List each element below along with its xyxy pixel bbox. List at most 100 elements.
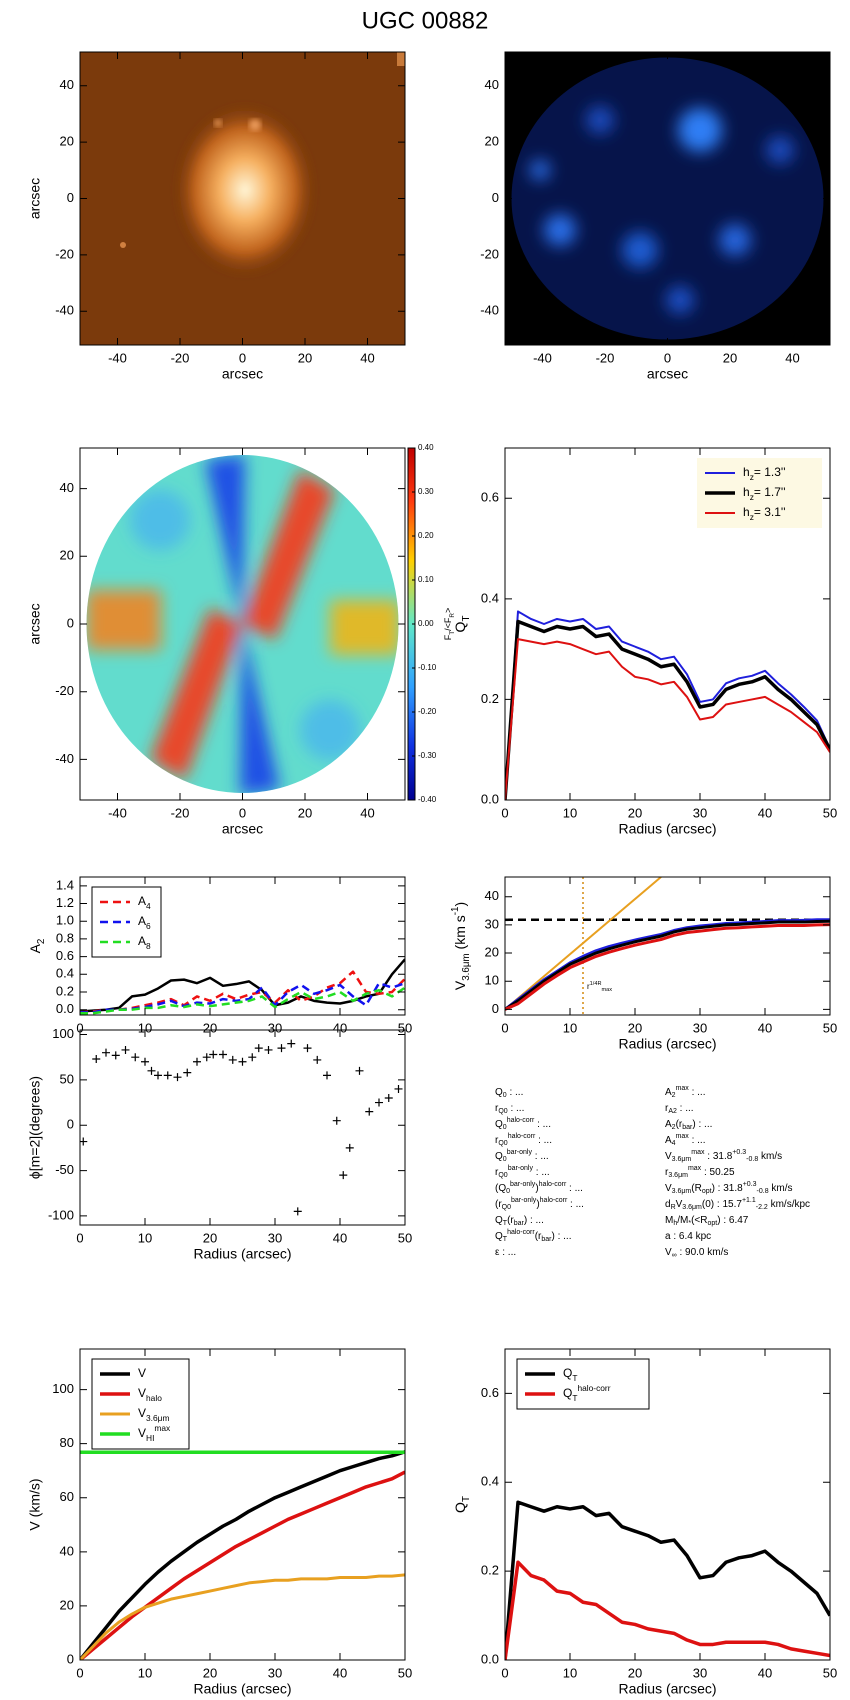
stat-line: V3.6μm(Ropt) : 31.8+0.3-0.8 km/s <box>665 1181 793 1195</box>
text-part: (r <box>495 1199 502 1210</box>
series-line <box>505 610 830 800</box>
x-tick-label: 40 <box>758 805 772 820</box>
legend-box <box>516 1358 650 1410</box>
series-line <box>505 638 830 800</box>
plot-area <box>505 1500 830 1660</box>
x-axis-label: arcsec <box>222 821 263 837</box>
x-tick-label: 20 <box>298 350 312 365</box>
x-tick-label: 10 <box>563 805 577 820</box>
reference-label: r1/4Rmax <box>587 981 612 993</box>
text-part: km/s/kpc <box>768 1199 810 1210</box>
text-part: R <box>449 613 456 618</box>
text-part: (0) : 15.7 <box>702 1199 742 1210</box>
y-tick-label: 80 <box>60 1435 74 1450</box>
x-axis-label: arcsec <box>647 366 688 382</box>
text-part: M <box>665 1215 673 1226</box>
y-tick-label: 0.0 <box>481 791 499 806</box>
colorbar-tick-label: 0.00 <box>418 619 434 628</box>
y-axis-label: QT <box>452 1496 472 1513</box>
text-part: : ... <box>532 1151 549 1162</box>
text-part: 2 <box>36 939 47 944</box>
text-part: km/s <box>769 1183 793 1194</box>
y-tick-label: 0.6 <box>481 490 499 505</box>
text-part: V <box>676 1199 683 1210</box>
stat-line: (Q0bar-only)halo-corr : ... <box>495 1181 583 1195</box>
series-line <box>80 1470 405 1660</box>
text-part: Q <box>495 1231 503 1242</box>
text-part: bar <box>514 1220 525 1227</box>
point <box>92 1055 101 1064</box>
text-part: ) : 31.8 <box>712 1183 744 1194</box>
axes-frame <box>79 1348 406 1661</box>
x-tick-label: 50 <box>398 1230 412 1245</box>
series-line <box>80 1573 405 1660</box>
x-tick-label: 40 <box>333 1020 347 1035</box>
x-tick-label: -20 <box>171 805 190 820</box>
text-part: T <box>449 631 456 635</box>
text-part: ε : ... <box>495 1247 516 1258</box>
x-tick-label: 0 <box>239 350 246 365</box>
point <box>163 1071 172 1080</box>
x-tick-label: 10 <box>138 1020 152 1035</box>
series-line <box>80 986 405 1015</box>
y-tick-label: -20 <box>55 246 74 261</box>
stat-line: Q0bar-only : ... <box>495 1149 549 1163</box>
series-line <box>505 1500 830 1660</box>
blue-image <box>505 52 830 345</box>
figure-title: UGC 00882 <box>362 7 489 34</box>
text-part: A <box>665 1119 672 1130</box>
point <box>365 1107 374 1116</box>
text-part: 2 <box>672 1124 676 1131</box>
text-part: -0.8 <box>746 1156 758 1163</box>
y-tick-label: 0 <box>67 190 74 205</box>
y-tick-label: 0 <box>67 1651 74 1666</box>
text-part: z <box>750 492 754 502</box>
x-axis-label: Radius (arcsec) <box>193 1681 291 1697</box>
point <box>313 1055 322 1064</box>
text-part: (r <box>507 1215 514 1226</box>
text-part: 1/4R <box>590 981 602 987</box>
x-tick-label: 20 <box>628 805 642 820</box>
text-part: halo-corr <box>540 1197 568 1204</box>
text-part: (r <box>676 1119 683 1130</box>
y-tick-label: 100 <box>52 1026 74 1041</box>
point <box>147 1066 156 1075</box>
text-part: V <box>452 980 468 990</box>
stat-line: r3.6μmmax : 50.25 <box>665 1165 735 1179</box>
text-part: : ... <box>677 1103 694 1114</box>
text-part: 4 <box>672 1140 676 1147</box>
text-part: : ... <box>533 1167 550 1178</box>
x-tick-label: -20 <box>596 350 615 365</box>
stat-line: QT(rbar) : ... <box>495 1215 544 1228</box>
point <box>303 1044 312 1053</box>
text-part: A <box>27 943 43 953</box>
text-part: /<F <box>443 617 453 631</box>
y-tick-label: -20 <box>55 683 74 698</box>
text-part: z <box>750 472 754 482</box>
text-part: 0 <box>506 1188 510 1195</box>
x-tick-label: 0 <box>239 805 246 820</box>
x-tick-label: -40 <box>108 350 127 365</box>
x-tick-label: 30 <box>693 1020 707 1035</box>
x-tick-label: 40 <box>333 1230 347 1245</box>
text-part: bar-only <box>507 1149 533 1156</box>
text-part: +0.3 <box>743 1181 757 1188</box>
text-part: Q <box>563 1386 572 1400</box>
text-part: : 31.8 <box>705 1151 733 1162</box>
stat-line: A4max : ... <box>665 1133 705 1147</box>
point <box>394 1084 403 1093</box>
y-tick-label: 30 <box>485 916 499 931</box>
text-part: : ... <box>566 1183 583 1194</box>
colorbar-tick-label: 0.30 <box>418 487 434 496</box>
text-part: bar-only <box>510 1181 536 1188</box>
text-part: halo-corr <box>577 1383 610 1393</box>
text-part: r <box>495 1135 499 1146</box>
point <box>345 1143 354 1152</box>
x-tick-label: 0 <box>501 1020 508 1035</box>
text-part: 3.6μm <box>461 953 472 980</box>
plot-area <box>505 877 830 1015</box>
y-tick-label: 0.2 <box>481 1563 499 1578</box>
stat-line: QThalo-corr(rbar) : ... <box>495 1229 571 1243</box>
text-part: Q <box>495 1119 503 1130</box>
